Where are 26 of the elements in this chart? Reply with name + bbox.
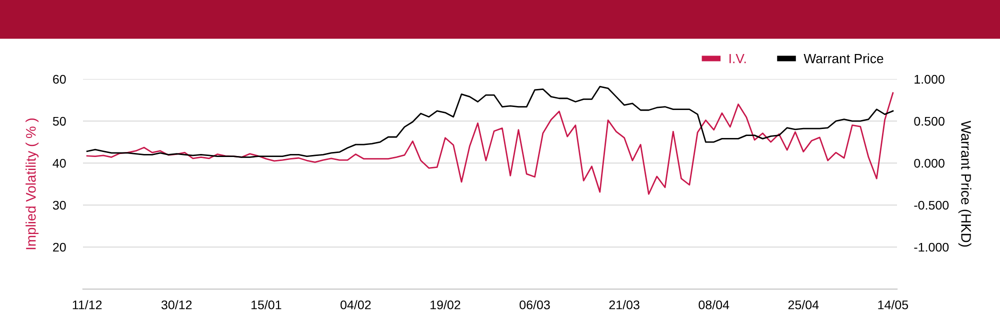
line-series — [86, 86, 894, 158]
x-tick-label: 15/01 — [251, 300, 282, 310]
y-tick-label: 40 — [52, 158, 66, 168]
x-tick-label: 14/05 — [878, 300, 908, 310]
y-tick-label: 50 — [52, 116, 66, 126]
legend-label: Warrant Price — [804, 54, 884, 64]
y2-tick-label: -1.000 — [914, 242, 949, 252]
y-tick-label: 20 — [53, 242, 66, 252]
y2-tick-label: 0.000 — [914, 158, 944, 168]
y2-axis-title: Warrant Price (HKD) — [958, 120, 972, 247]
x-tick-label: 19/02 — [430, 300, 460, 310]
y2-tick-label: -0.500 — [914, 200, 949, 210]
x-tick-label: 04/02 — [340, 300, 371, 310]
y2-tick-label: 0.500 — [914, 116, 944, 126]
x-tick-label: 30/12 — [161, 300, 192, 310]
x-tick-label: 25/04 — [788, 300, 819, 310]
y-axis-title: Implied Volatility ( % ) — [26, 118, 39, 250]
y-tick-label: 60 — [53, 74, 66, 84]
x-tick-label: 06/03 — [520, 300, 550, 310]
line-series — [86, 92, 894, 195]
y2-tick-label: 1.000 — [914, 74, 944, 84]
y-tick-label: 30 — [52, 200, 66, 210]
legend-label: I.V. — [730, 54, 746, 64]
x-tick-label: 08/04 — [698, 300, 730, 310]
x-tick-label: 11/12 — [72, 300, 102, 310]
x-tick-label: 21/03 — [609, 300, 640, 310]
